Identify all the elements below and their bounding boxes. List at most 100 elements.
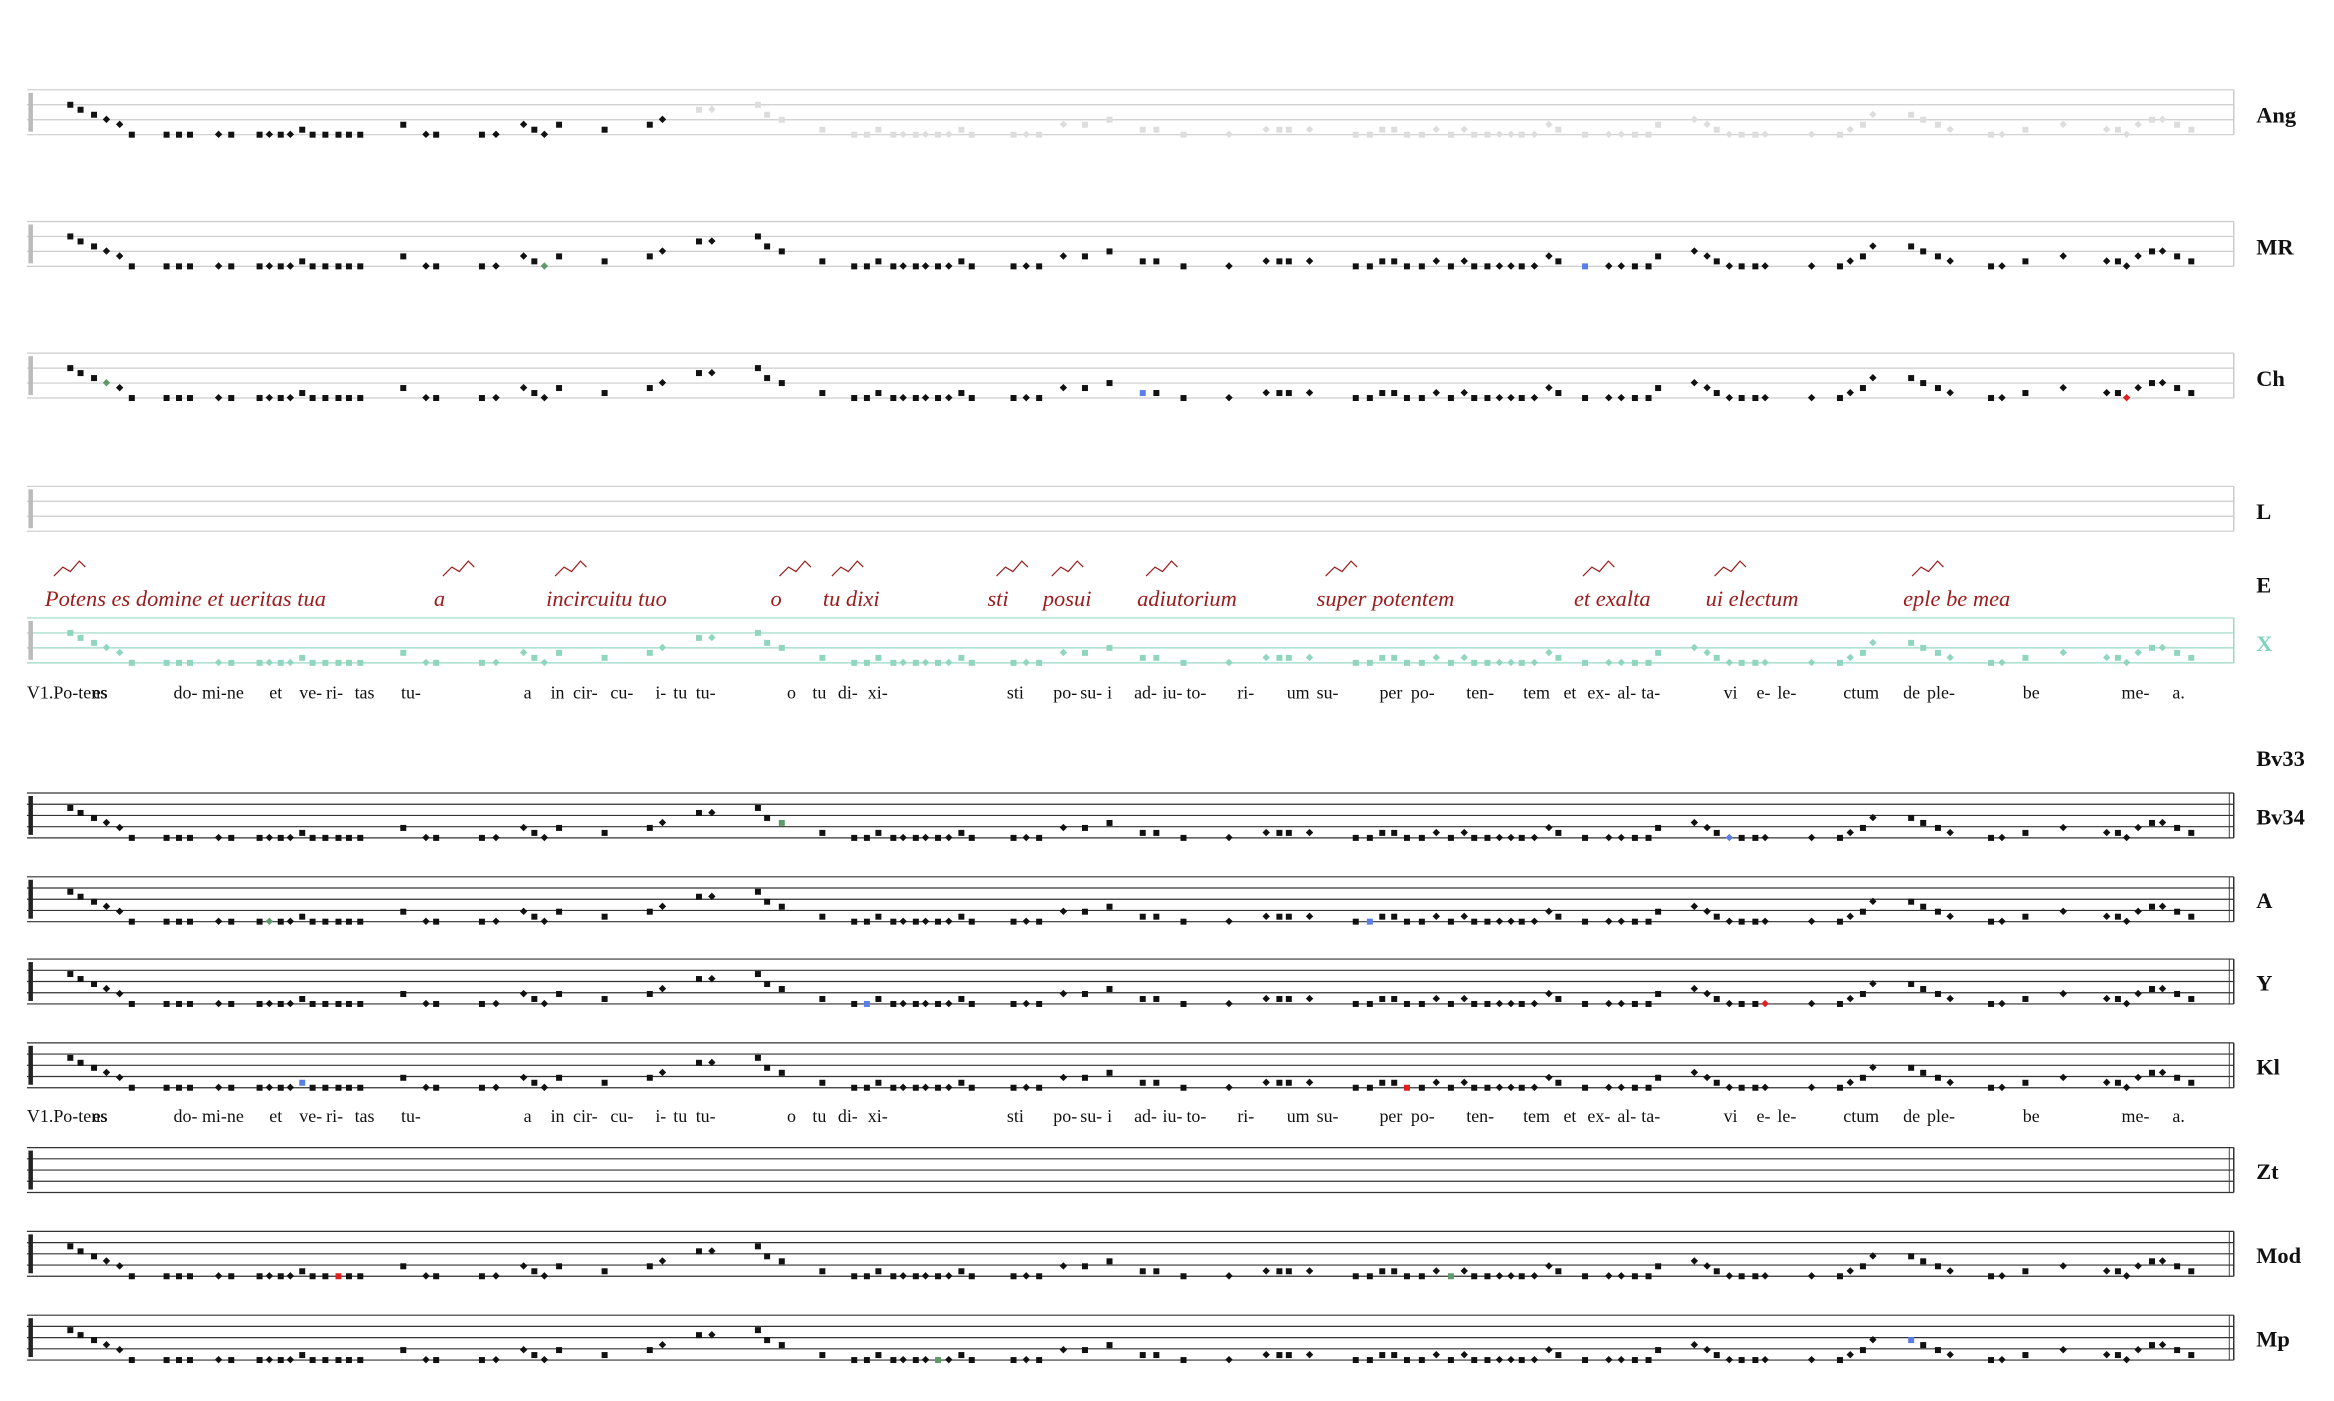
neume — [176, 1357, 182, 1364]
neume — [1352, 659, 1359, 666]
neume — [754, 1243, 761, 1250]
neume — [265, 1083, 274, 1092]
neume — [102, 984, 111, 993]
neume — [1010, 918, 1017, 925]
neume — [1725, 130, 1734, 139]
neume — [214, 833, 223, 842]
neume — [2102, 912, 2111, 921]
neume — [1484, 834, 1491, 841]
neume — [851, 918, 858, 925]
neume — [875, 1268, 882, 1275]
neume — [265, 393, 274, 402]
neume — [1036, 918, 1043, 925]
neume — [1530, 1355, 1539, 1364]
lyric: sti — [1007, 1106, 1024, 1126]
manuscript-text: Potens es domine et ueritas tua — [44, 586, 326, 611]
neume — [309, 131, 316, 138]
neume — [357, 659, 364, 666]
neume — [2102, 1078, 2111, 1087]
neume — [1180, 1273, 1187, 1280]
neume — [1518, 918, 1525, 925]
neume — [695, 1059, 702, 1066]
neume — [1305, 257, 1314, 265]
neume — [556, 1347, 563, 1354]
neume — [1530, 833, 1539, 842]
neume — [1859, 990, 1866, 997]
neume — [1725, 262, 1734, 270]
neume — [1180, 834, 1187, 841]
neume — [1391, 995, 1398, 1002]
clef — [28, 962, 33, 1001]
neume — [67, 1327, 74, 1334]
neume — [1869, 373, 1877, 382]
neume — [1139, 1268, 1146, 1275]
neume — [1432, 257, 1440, 265]
neume — [478, 131, 485, 138]
neume — [754, 1327, 761, 1334]
neume — [1418, 659, 1425, 666]
neume — [1225, 1083, 1233, 1092]
neume — [519, 1262, 528, 1270]
neume — [1998, 130, 2006, 139]
neume — [1761, 999, 1769, 1008]
neume — [1276, 1268, 1283, 1275]
neume — [1471, 395, 1478, 402]
neume — [1738, 1084, 1745, 1091]
neume — [1010, 263, 1017, 270]
neume — [277, 263, 284, 270]
lyric: tu — [673, 1106, 687, 1126]
neume — [345, 1273, 352, 1280]
neume — [1713, 258, 1720, 265]
lyric: di- — [838, 683, 858, 703]
neume — [958, 1268, 965, 1275]
neume — [422, 1355, 430, 1364]
neume — [286, 658, 295, 667]
lyric: ri- — [1237, 683, 1254, 703]
neume — [1655, 1074, 1662, 1081]
neume — [1846, 257, 1854, 265]
neume — [345, 918, 352, 925]
neume — [2174, 824, 2181, 831]
lyric: ple- — [1927, 1106, 1955, 1126]
neume — [228, 834, 235, 841]
clef — [28, 620, 33, 660]
neume — [1305, 388, 1314, 397]
neume — [1545, 1345, 1553, 1354]
lyric: le- — [1777, 1106, 1796, 1126]
neume — [433, 834, 440, 841]
neume — [1507, 393, 1515, 402]
neume — [1403, 1084, 1410, 1091]
neume — [1495, 393, 1504, 402]
lyric: me- — [2122, 1106, 2150, 1126]
neume — [345, 659, 352, 666]
neume — [277, 1000, 284, 1007]
neume — [2059, 252, 2067, 260]
lyric: to- — [1186, 1106, 1206, 1126]
neume — [945, 833, 953, 842]
neume — [256, 131, 263, 138]
lyric: iu- — [1163, 1106, 1183, 1126]
neume — [2149, 986, 2155, 992]
lyric: a — [524, 1106, 532, 1126]
neume — [228, 1084, 235, 1091]
neume — [102, 643, 111, 652]
neume — [115, 823, 124, 832]
neume — [1471, 1273, 1478, 1280]
neume — [754, 804, 761, 811]
neume — [863, 1273, 870, 1280]
lyric: V1.Po-tens — [27, 1106, 107, 1126]
neume — [1555, 126, 1562, 133]
neume — [1988, 131, 1995, 138]
neume — [1582, 1084, 1589, 1091]
neume — [2149, 819, 2155, 826]
neume — [1418, 1357, 1425, 1364]
neume — [357, 263, 364, 270]
neume — [2158, 902, 2167, 911]
neume — [1725, 999, 1734, 1008]
neume — [1471, 131, 1478, 138]
neume-sketch — [1582, 560, 1615, 577]
neume — [228, 1273, 235, 1280]
lyric: ten- — [1466, 1106, 1494, 1126]
neume — [91, 814, 98, 821]
neume — [1285, 829, 1292, 836]
